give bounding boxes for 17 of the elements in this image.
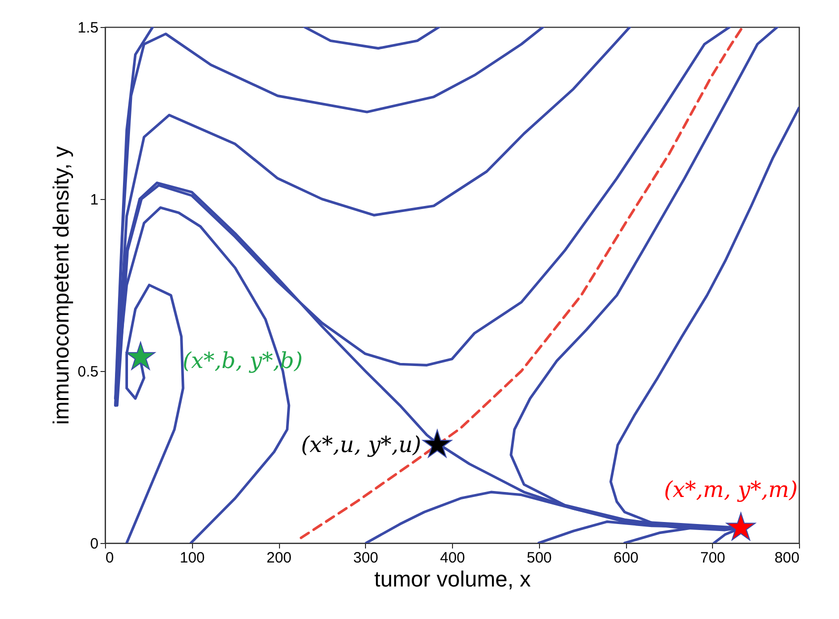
x-tick-label: 400 (440, 550, 466, 566)
x-tick-label: 800 (774, 550, 800, 566)
y-tick-label: 0.5 (78, 364, 98, 380)
y-tick-label: 1 (90, 192, 98, 208)
x-tick-label: 100 (180, 550, 205, 566)
y-tick-label: 0 (90, 536, 98, 552)
x-tick-label: 0 (106, 550, 114, 566)
y-axis-title: immunocompetent density, y (48, 146, 74, 425)
annotation: (x*,u, y*,u) (300, 432, 422, 458)
x-tick-label: 200 (266, 550, 292, 566)
x-axis-title: tumor volume, x (374, 566, 531, 592)
x-tick-label: 600 (613, 550, 639, 566)
x-tick-label: 300 (353, 550, 378, 566)
y-tick-label: 1.5 (78, 20, 98, 36)
x-tick-label: 700 (700, 550, 726, 566)
x-tick-label: 500 (526, 550, 552, 566)
annotation: (x*,m, y*,m) (664, 478, 798, 503)
